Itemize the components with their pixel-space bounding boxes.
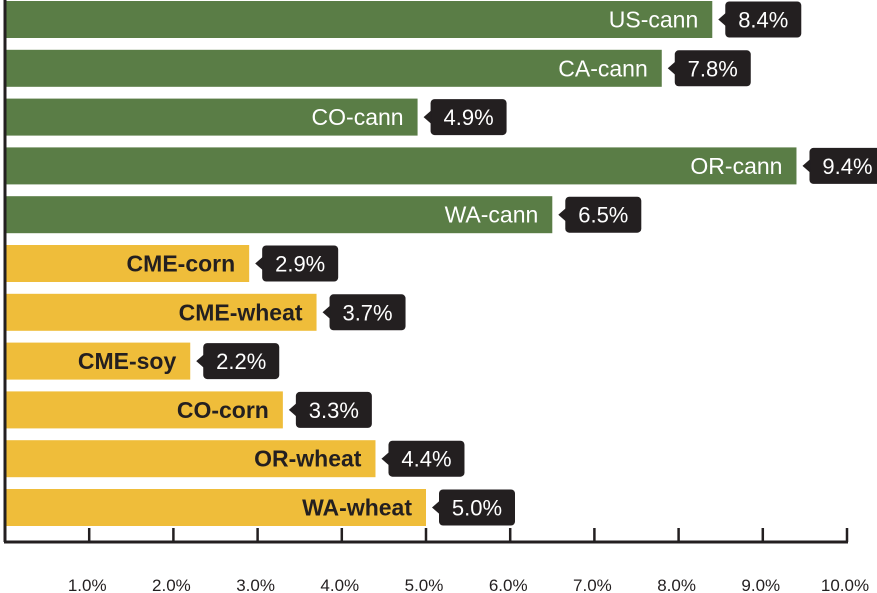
value-pointer-us-cann [718, 12, 727, 27]
value-pointer-or-wheat [381, 451, 390, 466]
x-axis: 1.0% 2.0% 3.0% 4.0% 5.0% 6.0% 7.0% 8.0% 9.0% 10.0… [3, 0, 869, 593]
bar-group-or-wheat: OR-wheat 4.4% [5, 440, 465, 478]
bar-co-corn [5, 391, 283, 429]
value-label-cme-soy: 2.2% [216, 349, 266, 374]
value-label-wa-wheat: 5.0% [452, 496, 502, 521]
value-label-ca-cann: 7.8% [688, 56, 738, 81]
x-tick-label-3: 3.0% [236, 576, 275, 593]
x-tick-label-10: 10.0% [821, 576, 869, 593]
bar-group-us-cann: US-cann 8.4% [5, 1, 802, 38]
value-box-co-corn [295, 391, 372, 428]
value-box-or-wheat [388, 440, 465, 477]
bar-or-cann [5, 147, 797, 185]
value-box-or-cann [809, 147, 877, 184]
value-label-us-cann: 8.4% [738, 8, 788, 33]
x-tick-label-4: 4.0% [320, 576, 359, 593]
value-box-co-cann [430, 99, 507, 136]
value-box-wa-wheat [439, 489, 515, 526]
value-label-co-cann: 4.9% [444, 105, 494, 130]
bar-group-cme-wheat: CME-wheat 3.7% [5, 293, 406, 331]
value-pointer-wa-wheat [432, 500, 440, 515]
bar-label-cme-soy: CME-soy [78, 348, 177, 374]
bar-group-co-cann: CO-cann 4.9% [5, 98, 507, 136]
bar-co-cann [5, 98, 418, 136]
x-tick-label-9: 9.0% [741, 576, 780, 593]
bar-cme-wheat [5, 293, 317, 331]
bar-group-ca-cann: CA-cann 7.8% [5, 49, 751, 87]
bar-label-ca-cann: CA-cann [558, 55, 647, 81]
value-pointer-cme-corn [255, 256, 264, 271]
bar-group-co-corn: CO-corn 3.3% [5, 391, 372, 429]
bar-wa-wheat [5, 489, 426, 526]
value-box-us-cann [725, 1, 802, 38]
bar-group-or-cann: OR-cann 9.4% [5, 147, 877, 185]
value-label-or-wheat: 4.4% [401, 447, 451, 472]
value-pointer-ca-cann [667, 61, 676, 76]
bar-label-co-cann: CO-cann [312, 104, 404, 130]
x-tick-label-5: 5.0% [405, 576, 444, 593]
x-tick-label-2: 2.0% [152, 576, 191, 593]
value-pointer-cme-wheat [322, 305, 331, 320]
value-box-cme-corn [262, 245, 339, 282]
bar-label-wa-wheat: WA-wheat [302, 495, 412, 521]
value-pointer-wa-cann [558, 207, 567, 222]
value-label-cme-wheat: 3.7% [342, 300, 392, 325]
bar-label-wa-cann: WA-cann [445, 202, 539, 228]
value-label-co-corn: 3.3% [309, 398, 359, 423]
bar-label-us-cann: US-cann [609, 7, 698, 33]
bar-ca-cann [5, 49, 662, 87]
bar-wa-cann [5, 196, 553, 234]
value-label-wa-cann: 6.5% [578, 203, 628, 228]
bar-group-wa-wheat: WA-wheat 5.0% [5, 489, 515, 526]
value-pointer-cme-soy [196, 354, 205, 369]
bar-label-co-corn: CO-corn [177, 397, 269, 423]
bar-or-wheat [5, 440, 376, 478]
value-box-wa-cann [565, 196, 642, 233]
bar-group-cme-soy: CME-soy 2.2% [5, 342, 280, 380]
x-tick-label-8: 8.0% [657, 576, 696, 593]
value-label-or-cann: 9.4% [822, 154, 872, 179]
bars-group: US-cann 8.4% CA-cann 7.8% CO-cann 4.9% OR-cann… [5, 1, 877, 526]
value-box-cme-wheat [329, 294, 406, 331]
bar-label-cme-wheat: CME-wheat [179, 299, 303, 325]
bar-label-cme-corn: CME-corn [127, 251, 236, 277]
value-box-cme-soy [203, 343, 280, 380]
bar-us-cann [5, 1, 713, 38]
value-pointer-co-corn [288, 402, 297, 417]
x-tick-label-6: 6.0% [489, 576, 528, 593]
value-pointer-or-cann [802, 158, 811, 173]
bar-group-wa-cann: WA-cann 6.5% [5, 196, 642, 234]
bar-label-or-wheat: OR-wheat [254, 446, 362, 472]
x-tick-label-7: 7.0% [573, 576, 612, 593]
value-pointer-co-cann [423, 110, 432, 125]
bar-label-or-cann: OR-cann [690, 153, 782, 179]
value-box-ca-cann [674, 50, 751, 87]
x-tick-label-1: 1.0% [68, 576, 107, 593]
bar-cme-corn [5, 245, 250, 282]
value-label-cme-corn: 2.9% [275, 252, 325, 277]
bar-cme-soy [5, 342, 191, 380]
bar-group-cme-corn: CME-corn 2.9% [5, 245, 339, 282]
